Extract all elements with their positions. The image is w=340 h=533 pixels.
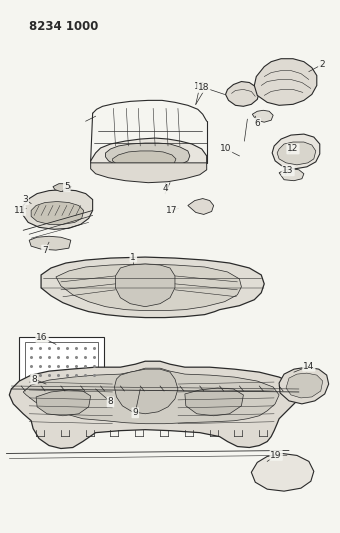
Polygon shape <box>251 454 314 491</box>
Polygon shape <box>36 390 91 416</box>
Text: 7: 7 <box>42 246 48 255</box>
Polygon shape <box>286 373 323 398</box>
Text: 16: 16 <box>36 333 48 342</box>
Polygon shape <box>9 361 299 448</box>
Text: 13: 13 <box>282 166 294 175</box>
FancyBboxPatch shape <box>19 337 104 389</box>
Polygon shape <box>23 368 279 424</box>
Text: 2: 2 <box>319 60 325 69</box>
Polygon shape <box>91 163 207 183</box>
FancyBboxPatch shape <box>25 342 98 384</box>
Text: 14: 14 <box>303 362 315 370</box>
Text: 11: 11 <box>14 206 25 215</box>
Polygon shape <box>29 236 71 250</box>
Polygon shape <box>279 367 329 404</box>
Text: 5: 5 <box>64 182 70 191</box>
Text: 19: 19 <box>270 451 282 460</box>
Text: 8234 1000: 8234 1000 <box>29 20 99 33</box>
Polygon shape <box>56 264 241 311</box>
Polygon shape <box>115 369 178 414</box>
Polygon shape <box>188 199 214 214</box>
Polygon shape <box>116 264 175 306</box>
Text: 15: 15 <box>194 82 205 91</box>
Text: 8: 8 <box>108 398 113 406</box>
Polygon shape <box>225 82 259 106</box>
Text: 6: 6 <box>254 119 260 128</box>
Text: 9: 9 <box>132 408 138 417</box>
Polygon shape <box>272 134 320 169</box>
Polygon shape <box>277 142 316 165</box>
Text: 18: 18 <box>198 83 209 92</box>
Text: 10: 10 <box>220 144 231 154</box>
Text: 12: 12 <box>287 144 299 154</box>
Polygon shape <box>252 110 273 122</box>
Polygon shape <box>53 184 71 192</box>
Polygon shape <box>41 257 264 318</box>
Polygon shape <box>254 59 317 106</box>
Text: 1: 1 <box>131 253 136 262</box>
Text: 4: 4 <box>162 184 168 193</box>
Polygon shape <box>185 388 243 416</box>
Polygon shape <box>91 138 207 179</box>
Polygon shape <box>279 169 304 181</box>
Text: 17: 17 <box>166 206 178 215</box>
Text: 8: 8 <box>31 375 37 384</box>
Polygon shape <box>31 201 84 224</box>
Text: 3: 3 <box>22 195 28 204</box>
Polygon shape <box>113 151 176 168</box>
Polygon shape <box>105 143 190 169</box>
Polygon shape <box>23 190 92 229</box>
